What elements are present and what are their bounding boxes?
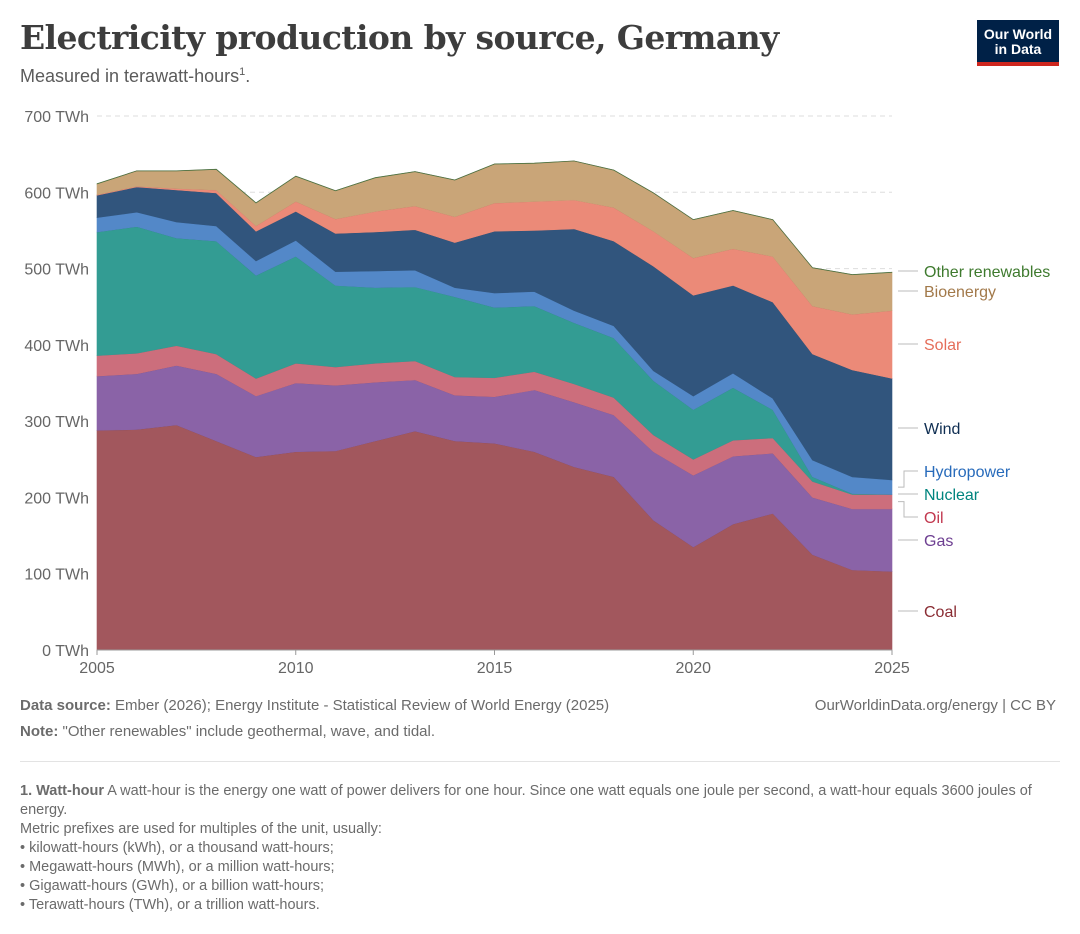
subtitle-text: Measured in terawatt-hours xyxy=(20,66,240,86)
x-tick-label: 2005 xyxy=(79,660,115,677)
series-label-hydropower: Hydropower xyxy=(924,464,1011,481)
footer-divider xyxy=(20,761,1060,762)
footnote-bullet: • Gigawatt-hours (GWh), or a billion wat… xyxy=(20,878,325,894)
y-tick-label: 0 TWh xyxy=(42,643,89,660)
series-label-gas: Gas xyxy=(924,533,953,550)
x-tick-label: 2010 xyxy=(278,660,314,677)
footnote-text-1: A watt-hour is the energy one watt of po… xyxy=(20,783,1032,818)
note-text: "Other renewables" include geothermal, w… xyxy=(58,723,436,740)
y-tick-label: 100 TWh xyxy=(24,567,89,584)
footnote: 1. Watt-hour A watt-hour is the energy o… xyxy=(20,782,1040,915)
y-tick-label: 300 TWh xyxy=(24,414,89,431)
footnote-bullet: • Megawatt-hours (MWh), or a million wat… xyxy=(20,859,335,875)
owid-logo[interactable]: Our World in Data xyxy=(977,20,1059,66)
data-source-label: Data source: xyxy=(20,697,111,714)
y-axis-ticks: 0 TWh 100 TWh 200 TWh 300 TWh 400 TWh 500 TWh… xyxy=(24,109,89,660)
y-tick-label: 700 TWh xyxy=(24,109,89,126)
data-source: Data source: Ember (2026); Energy Instit… xyxy=(20,697,609,714)
source-link[interactable]: OurWorldinData.org/energy | CC BY xyxy=(814,697,1056,714)
chart-title: Electricity production by source, German… xyxy=(20,18,779,57)
x-tick-label: 2015 xyxy=(477,660,513,677)
chart-subtitle: Measured in terawatt-hours1. xyxy=(20,66,250,87)
logo-line-1: Our World xyxy=(983,26,1053,42)
x-axis: 2005 2010 2015 2020 2025 xyxy=(79,649,910,677)
label-connector-hydropower xyxy=(898,470,918,488)
y-tick-label: 500 TWh xyxy=(24,262,89,279)
footnote-bullet: • kilowatt-hours (kWh), or a thousand wa… xyxy=(20,840,334,856)
series-label-oil: Oil xyxy=(924,510,944,527)
footnote-definition: 1. Watt-hour A watt-hour is the energy o… xyxy=(20,782,1040,820)
series-label-wind: Wind xyxy=(924,421,960,438)
y-tick-label: 600 TWh xyxy=(24,185,89,202)
series-label-other-renewables: Other renewables xyxy=(924,264,1050,281)
x-tick-label: 2025 xyxy=(874,660,910,677)
series-label-solar: Solar xyxy=(924,337,962,354)
series-labels: Coal Gas Oil Nuclear Hydropower Wind Solar Bioe… xyxy=(898,264,1050,621)
subtitle-end: . xyxy=(245,66,251,86)
label-connector-oil xyxy=(898,501,918,518)
series-label-nuclear: Nuclear xyxy=(924,487,980,504)
series-label-coal: Coal xyxy=(924,604,957,621)
stacked-area-chart: 0 TWh 100 TWh 200 TWh 300 TWh 400 TWh 500 TWh… xyxy=(24,109,1050,677)
note-label: Note: xyxy=(20,723,59,740)
series-label-bioenergy: Bioenergy xyxy=(924,284,996,301)
data-source-text[interactable]: Ember (2026); Energy Institute - Statist… xyxy=(110,697,610,714)
footnote-ref[interactable]: 1 xyxy=(239,66,246,78)
chart-note: Note: "Other renewables" include geother… xyxy=(20,723,435,740)
area-other-renewables xyxy=(96,160,893,276)
footnote-bullet: • Terawatt-hours (TWh), or a trillion wa… xyxy=(20,897,320,913)
logo-line-2: in Data xyxy=(994,41,1042,57)
y-tick-label: 200 TWh xyxy=(24,490,89,507)
footnote-heading: 1. Watt-hour xyxy=(20,783,105,799)
x-tick-label: 2020 xyxy=(675,660,711,677)
y-tick-label: 400 TWh xyxy=(24,338,89,355)
footnote-text-2: Metric prefixes are used for multiples o… xyxy=(20,821,382,837)
area-edge-other-renewables xyxy=(96,160,893,275)
area-series xyxy=(96,160,893,651)
